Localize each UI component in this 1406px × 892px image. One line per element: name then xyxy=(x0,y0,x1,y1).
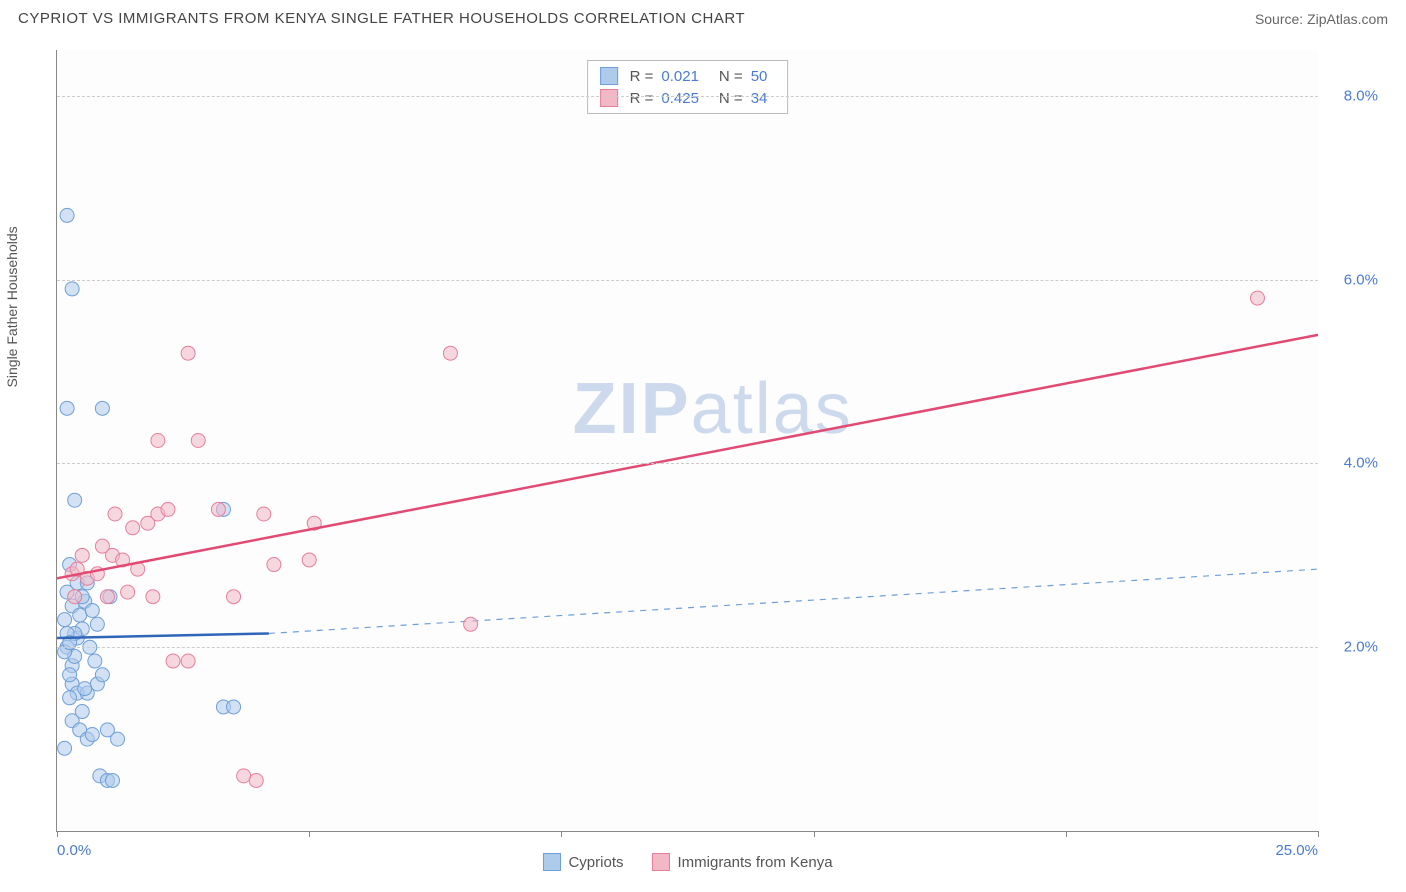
gridline xyxy=(57,96,1318,97)
xtick xyxy=(309,831,310,837)
legend-swatch xyxy=(542,853,560,871)
data-point xyxy=(63,668,77,682)
n-label: N = xyxy=(719,90,743,107)
r-value: 0.021 xyxy=(661,68,699,85)
data-point xyxy=(108,507,122,521)
data-point xyxy=(75,548,89,562)
data-point xyxy=(267,558,281,572)
data-point xyxy=(60,401,74,415)
trend-line-extrapolated xyxy=(269,569,1318,633)
data-point xyxy=(191,434,205,448)
data-point xyxy=(237,769,251,783)
data-point xyxy=(58,613,72,627)
chart-container: Single Father Households ZIPatlas R =0.0… xyxy=(18,40,1388,880)
legend-swatch xyxy=(600,89,618,107)
data-point xyxy=(68,590,82,604)
data-point xyxy=(181,654,195,668)
data-point xyxy=(85,603,99,617)
legend-label: Immigrants from Kenya xyxy=(677,854,832,871)
chart-title: CYPRIOT VS IMMIGRANTS FROM KENYA SINGLE … xyxy=(18,10,745,27)
data-point xyxy=(443,346,457,360)
xtick xyxy=(814,831,815,837)
ytick-label: 4.0% xyxy=(1328,455,1378,472)
stats-row: R = 0.021 N = 50 xyxy=(600,65,776,87)
n-label: N = xyxy=(719,68,743,85)
data-point xyxy=(75,705,89,719)
data-point xyxy=(63,691,77,705)
r-label: R = xyxy=(630,68,654,85)
data-point xyxy=(166,654,180,668)
xtick xyxy=(57,831,58,837)
data-point xyxy=(105,773,119,787)
data-point xyxy=(211,502,225,516)
data-point xyxy=(90,617,104,631)
y-axis-label: Single Father Households xyxy=(4,226,20,387)
data-point xyxy=(121,585,135,599)
gridline xyxy=(57,463,1318,464)
data-point xyxy=(68,493,82,507)
xtick xyxy=(1318,831,1319,837)
data-point xyxy=(249,773,263,787)
data-point xyxy=(60,208,74,222)
data-point xyxy=(58,741,72,755)
data-point xyxy=(126,521,140,535)
data-point xyxy=(151,434,165,448)
header: CYPRIOT VS IMMIGRANTS FROM KENYA SINGLE … xyxy=(0,0,1406,33)
data-point xyxy=(181,346,195,360)
legend-swatch xyxy=(600,67,618,85)
data-point xyxy=(73,608,87,622)
legend-item: Immigrants from Kenya xyxy=(651,853,832,871)
r-label: R = xyxy=(630,90,654,107)
gridline xyxy=(57,647,1318,648)
n-value: 50 xyxy=(751,68,768,85)
stats-row: R = 0.425 N = 34 xyxy=(600,87,776,109)
data-point xyxy=(161,502,175,516)
xtick-label: 0.0% xyxy=(57,842,91,859)
ytick-label: 2.0% xyxy=(1328,639,1378,656)
ytick-label: 6.0% xyxy=(1328,271,1378,288)
xtick xyxy=(561,831,562,837)
data-point xyxy=(1250,291,1264,305)
gridline xyxy=(57,280,1318,281)
data-point xyxy=(100,590,114,604)
data-point xyxy=(95,668,109,682)
data-point xyxy=(146,590,160,604)
xtick-label: 25.0% xyxy=(1275,842,1318,859)
data-point xyxy=(227,590,241,604)
legend-swatch xyxy=(651,853,669,871)
data-point xyxy=(111,732,125,746)
data-point xyxy=(302,553,316,567)
plot-area: ZIPatlas R =0.021N =50R =0.425N =34 Cypr… xyxy=(56,50,1318,832)
data-point xyxy=(464,617,478,631)
xtick xyxy=(1066,831,1067,837)
scatter-svg xyxy=(57,50,1318,831)
legend-label: Cypriots xyxy=(568,854,623,871)
trend-line xyxy=(57,633,269,638)
data-point xyxy=(85,728,99,742)
source-label: Source: ZipAtlas.com xyxy=(1255,11,1388,27)
data-point xyxy=(88,654,102,668)
legend-item: Cypriots xyxy=(542,853,623,871)
data-point xyxy=(78,682,92,696)
trend-line xyxy=(57,335,1318,578)
n-value: 34 xyxy=(751,90,768,107)
bottom-legend: Cypriots Immigrants from Kenya xyxy=(542,853,832,871)
data-point xyxy=(95,401,109,415)
data-point xyxy=(65,282,79,296)
data-point xyxy=(257,507,271,521)
r-value: 0.425 xyxy=(661,90,699,107)
data-point xyxy=(227,700,241,714)
stats-legend-box: R = 0.021 N = 50 R = 0.425 N = 34 xyxy=(587,60,789,114)
ytick-label: 8.0% xyxy=(1328,87,1378,104)
